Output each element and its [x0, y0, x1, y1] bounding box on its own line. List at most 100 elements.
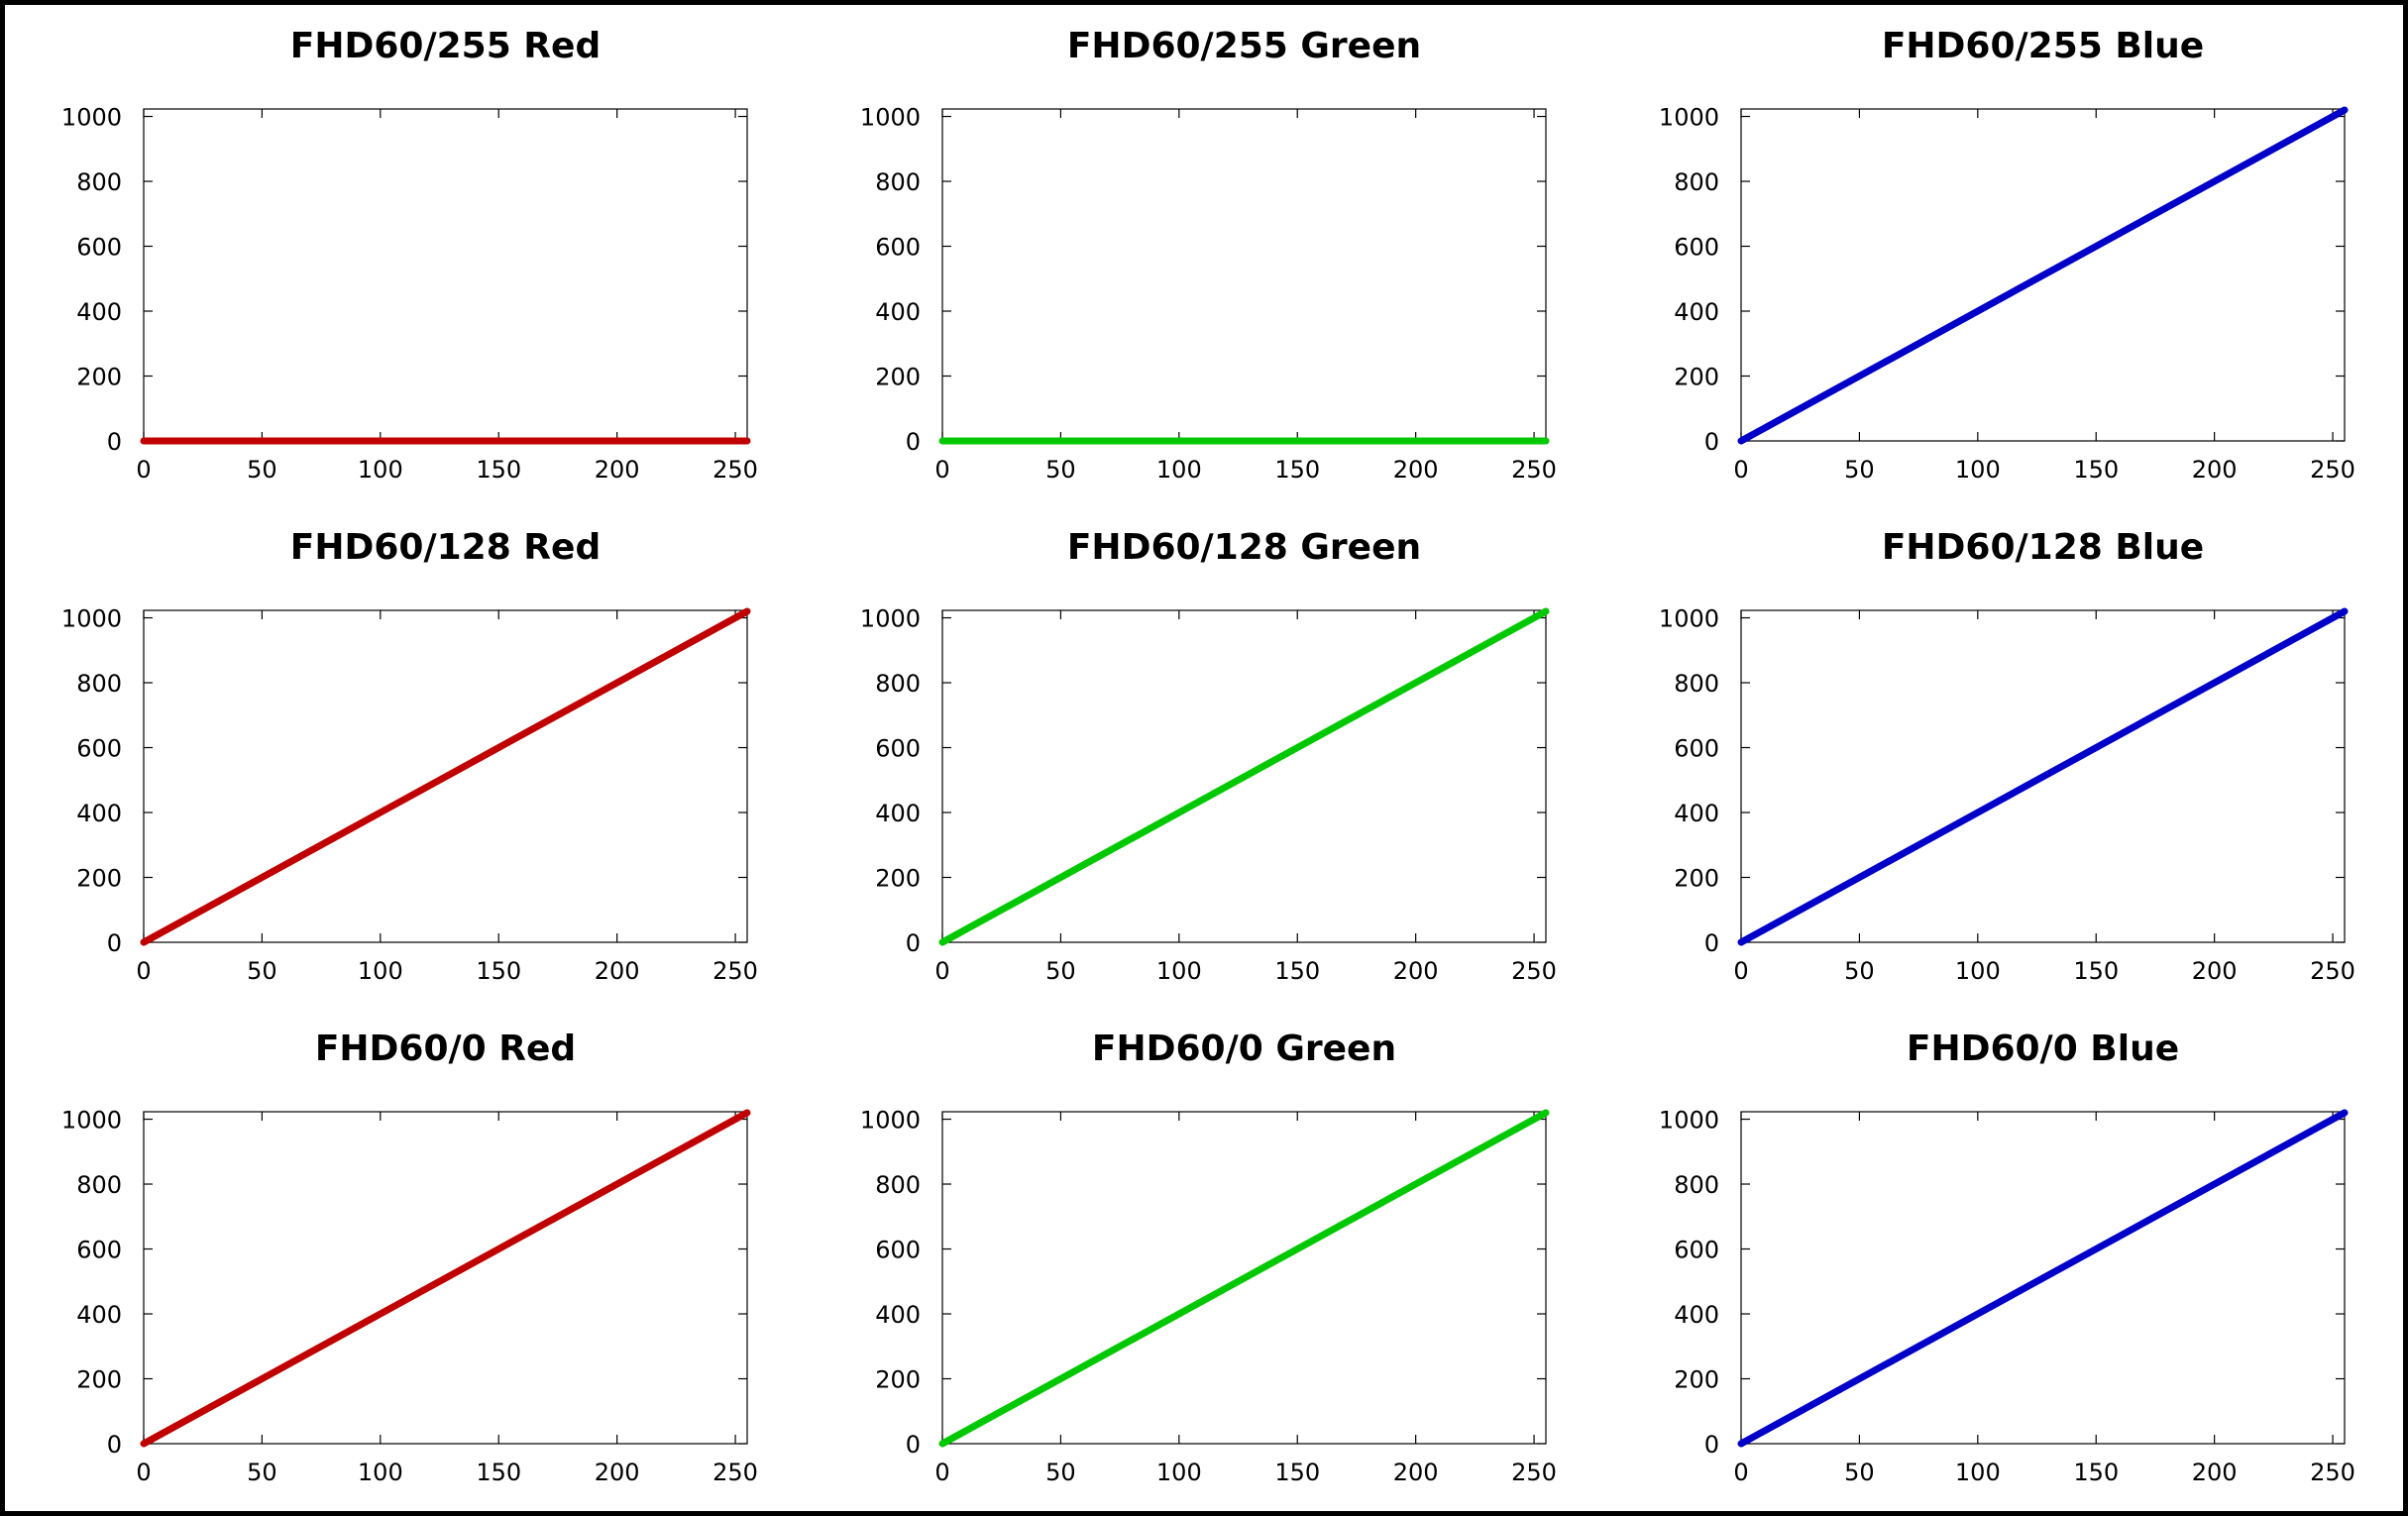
chart-panel: FHD60/128 Blue 0 50 100 150 200 250 0 200 400 600 8…	[1659, 527, 2355, 985]
x-tick-label: 50	[1844, 1459, 1875, 1486]
x-tick-label: 200	[595, 456, 640, 484]
y-tick-label: 200	[875, 1366, 921, 1394]
x-tick-label: 50	[1844, 957, 1875, 985]
y-tick-label: 400	[875, 1301, 921, 1329]
x-tick-label: 100	[1156, 1459, 1202, 1486]
chart-panel: FHD60/255 Blue 0 50 100 150 200 250 0 200 400 600 8…	[1659, 26, 2355, 484]
plot-area-frame	[941, 1111, 1547, 1445]
y-tick-label: 200	[875, 364, 921, 391]
y-tick-label: 400	[1674, 800, 1719, 827]
x-tick-label: 250	[712, 456, 758, 484]
x-tick-label: 0	[136, 1459, 151, 1486]
x-tick-label: 150	[2073, 957, 2119, 985]
y-tick-label: 600	[875, 1237, 921, 1264]
y-tick-label: 200	[76, 1366, 122, 1394]
x-tick-label: 50	[247, 1459, 277, 1486]
y-tick-label: 600	[1674, 1237, 1719, 1264]
y-tick-label: 1000	[860, 605, 921, 633]
x-tick-label: 250	[1511, 456, 1557, 484]
y-tick-label: 800	[1674, 168, 1719, 196]
y-tick-label: 0	[107, 428, 122, 456]
x-tick-label: 200	[2192, 957, 2238, 985]
x-tick-label: 50	[1045, 1459, 1076, 1486]
x-tick-label: 150	[1274, 456, 1320, 484]
y-tick-label: 600	[76, 1237, 122, 1264]
y-tick-label: 0	[906, 1431, 921, 1459]
chart-panel: FHD60/128 Green 0 50 100 150 200 250 0 200 400 600…	[860, 527, 1557, 985]
y-tick-label: 600	[875, 234, 921, 262]
y-tick-label: 800	[875, 670, 921, 698]
x-tick-label: 150	[2073, 1459, 2119, 1486]
x-tick-label: 200	[2192, 456, 2238, 484]
y-tick-label: 600	[1674, 735, 1719, 763]
series-line	[140, 607, 751, 946]
y-tick-label: 400	[76, 298, 122, 326]
x-tick-label: 250	[712, 957, 758, 985]
x-tick-label: 150	[1274, 957, 1320, 985]
series-line	[938, 607, 1550, 946]
chart-title: FHD60/255 Red	[290, 26, 601, 66]
chart-title: FHD60/0 Green	[1092, 1029, 1396, 1069]
x-tick-label: 50	[1045, 957, 1076, 985]
plot-area-frame	[143, 1111, 748, 1445]
x-tick-label: 250	[1511, 957, 1557, 985]
x-tick-label: 100	[1955, 1459, 2001, 1486]
chart-title: FHD60/128 Blue	[1882, 527, 2204, 568]
plot-area-frame	[1740, 108, 2346, 442]
chart-title: FHD60/0 Red	[315, 1029, 576, 1069]
chart-panel: FHD60/0 Red 0 50 100 150 200 250 0 200 400 600 800 1…	[61, 1029, 758, 1486]
x-tick-label: 0	[934, 957, 949, 985]
x-tick-label: 150	[2073, 456, 2119, 484]
x-tick-label: 100	[1156, 456, 1202, 484]
x-tick-label: 50	[247, 456, 277, 484]
y-tick-label: 200	[1674, 1366, 1719, 1394]
y-tick-label: 200	[1674, 865, 1719, 893]
x-tick-label: 0	[934, 456, 949, 484]
x-tick-label: 100	[358, 957, 403, 985]
y-tick-label: 400	[1674, 298, 1719, 326]
y-tick-label: 800	[76, 1171, 122, 1199]
y-tick-label: 400	[1674, 1301, 1719, 1329]
chart-title: FHD60/0 Blue	[1907, 1029, 2179, 1069]
x-tick-label: 100	[358, 1459, 403, 1486]
chart-panel: FHD60/255 Green 0 50 100 150 200 250 0 200 400 600…	[860, 26, 1557, 484]
x-tick-label: 100	[1156, 957, 1202, 985]
y-tick-label: 0	[107, 1431, 122, 1459]
y-tick-label: 1000	[860, 104, 921, 132]
x-tick-label: 250	[2310, 456, 2355, 484]
x-tick-label: 0	[1733, 456, 1748, 484]
y-tick-label: 800	[1674, 1171, 1719, 1199]
x-tick-label: 100	[1955, 456, 2001, 484]
x-tick-label: 200	[1393, 456, 1439, 484]
y-tick-label: 1000	[860, 1107, 921, 1135]
x-tick-label: 250	[2310, 1459, 2355, 1486]
y-tick-label: 800	[875, 168, 921, 196]
y-tick-label: 1000	[1659, 104, 1719, 132]
x-tick-label: 200	[1393, 1459, 1439, 1486]
series-line	[1737, 607, 2349, 946]
x-tick-label: 200	[2192, 1459, 2238, 1486]
x-tick-label: 0	[1733, 957, 1748, 985]
y-tick-label: 200	[875, 865, 921, 893]
series-line	[1737, 1109, 2349, 1448]
y-tick-label: 1000	[61, 104, 122, 132]
y-tick-label: 600	[875, 735, 921, 763]
plot-area-frame	[143, 609, 748, 943]
y-tick-label: 200	[76, 364, 122, 391]
plot-area-frame	[941, 609, 1547, 943]
x-tick-label: 0	[934, 1459, 949, 1486]
y-tick-label: 600	[1674, 234, 1719, 262]
x-tick-label: 150	[476, 456, 521, 484]
chart-title: FHD60/255 Blue	[1882, 26, 2204, 66]
x-tick-label: 50	[247, 957, 277, 985]
y-tick-label: 400	[875, 298, 921, 326]
y-tick-label: 800	[1674, 670, 1719, 698]
y-tick-label: 0	[1704, 929, 1719, 957]
x-tick-label: 250	[2310, 957, 2355, 985]
x-tick-label: 200	[595, 1459, 640, 1486]
y-tick-label: 600	[76, 735, 122, 763]
x-tick-label: 200	[1393, 957, 1439, 985]
x-tick-label: 150	[476, 1459, 521, 1486]
plot-area-frame	[1740, 609, 2346, 943]
